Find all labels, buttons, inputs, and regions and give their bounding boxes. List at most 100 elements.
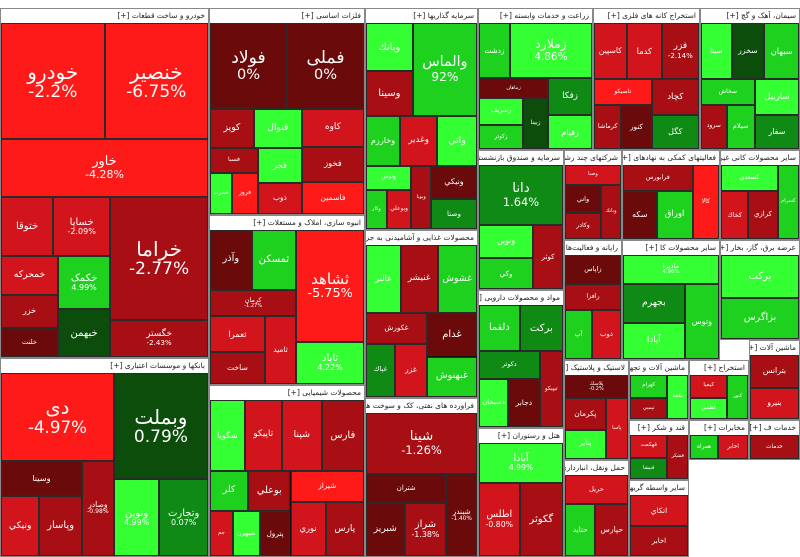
- stock-tile[interactable]: نوري: [290, 501, 326, 556]
- stock-tile[interactable]: فاسمين: [301, 181, 364, 214]
- sector-title[interactable]: مخابرات [+]: [690, 421, 748, 436]
- stock-tile[interactable]: كاسپين: [594, 23, 627, 80]
- stock-tile[interactable]: خساپا -2.09%: [53, 196, 111, 256]
- stock-tile[interactable]: پتاير: [565, 429, 606, 459]
- stock-tile[interactable]: شبريز: [366, 503, 405, 556]
- stock-tile[interactable]: والماس 92%: [412, 23, 477, 117]
- stock-tile[interactable]: كسرام: [777, 165, 799, 239]
- stock-tile[interactable]: وتوس: [684, 283, 719, 359]
- stock-tile[interactable]: خمحركه: [1, 255, 58, 295]
- stock-tile[interactable]: قنيشا: [630, 457, 668, 479]
- sector-title[interactable]: انبوه سازی، املاک و مستغلات [+]: [210, 216, 364, 231]
- stock-tile[interactable]: فروز: [232, 173, 258, 214]
- stock-tile[interactable]: كالا: [692, 165, 719, 239]
- stock-tile[interactable]: تپمپي: [630, 397, 668, 419]
- sector-title[interactable]: حمل ونقل، انبارداری [+]: [565, 461, 628, 476]
- stock-tile[interactable]: كوثر: [533, 225, 563, 289]
- stock-tile[interactable]: آپادا: [623, 322, 685, 359]
- stock-tile[interactable]: فسرب: [210, 173, 233, 214]
- stock-tile[interactable]: غپاك: [366, 343, 395, 397]
- stock-tile[interactable]: وسينا: [1, 461, 82, 496]
- stock-tile[interactable]: دجابر: [508, 378, 540, 427]
- stock-tile[interactable]: سبهان: [764, 23, 799, 80]
- stock-tile[interactable]: خنصير -6.75%: [104, 23, 208, 139]
- stock-tile[interactable]: كنور: [621, 104, 652, 149]
- stock-tile[interactable]: شپنا: [281, 400, 322, 471]
- sector-title[interactable]: خودرو و ساخت قطعات [+]: [1, 9, 208, 24]
- stock-tile[interactable]: كرازي: [748, 191, 778, 239]
- sector-title[interactable]: ماشین آلات [+]: [750, 341, 799, 356]
- stock-tile[interactable]: ذوب: [592, 310, 621, 359]
- sector-title[interactable]: استخراج [+]: [690, 361, 748, 376]
- stock-tile[interactable]: غنيشر: [400, 245, 438, 313]
- stock-tile[interactable]: وسينا: [366, 71, 413, 117]
- stock-tile[interactable]: دسبحان: [479, 378, 509, 427]
- stock-tile[interactable]: بجهرم: [623, 283, 685, 323]
- sector-title[interactable]: سیمان، آهک و گچ [+]: [701, 9, 799, 24]
- stock-tile[interactable]: وخارزم: [366, 116, 401, 166]
- stock-tile[interactable]: كاوه: [301, 109, 364, 147]
- stock-tile[interactable]: كخاك: [721, 191, 749, 239]
- stock-tile[interactable]: گكوثر: [519, 483, 563, 556]
- stock-tile[interactable]: كگل: [651, 115, 699, 149]
- stock-tile[interactable]: فزر -2.14%: [661, 23, 699, 80]
- sector-title[interactable]: سایر محصولات کا [+]: [623, 241, 719, 256]
- stock-tile[interactable]: دكوثر: [479, 351, 540, 379]
- stock-tile[interactable]: ساخت: [210, 351, 265, 384]
- stock-tile[interactable]: فملی 0%: [287, 23, 364, 110]
- stock-tile[interactable]: پاسا: [605, 398, 628, 459]
- stock-tile[interactable]: سفار: [754, 115, 799, 149]
- stock-tile[interactable]: بركت: [519, 305, 563, 352]
- stock-tile[interactable]: وبوعلي: [386, 189, 412, 229]
- stock-tile[interactable]: شگويا: [210, 400, 245, 471]
- stock-tile[interactable]: وصادر -0.98%: [81, 461, 114, 556]
- stock-tile[interactable]: حپارس: [595, 503, 628, 556]
- stock-tile[interactable]: وكار: [366, 189, 387, 229]
- stock-tile[interactable]: بركت: [721, 255, 799, 299]
- stock-tile[interactable]: غكورش: [366, 312, 427, 344]
- stock-tile[interactable]: كنور: [727, 375, 748, 419]
- stock-tile[interactable]: همراه: [690, 435, 719, 459]
- sector-title[interactable]: زراعت و خدمات وابسته [+]: [479, 9, 592, 24]
- stock-tile[interactable]: زكوثر: [479, 124, 523, 149]
- stock-tile[interactable]: غشوش: [437, 245, 477, 313]
- stock-tile[interactable]: وكادر: [565, 213, 602, 239]
- stock-tile[interactable]: اتكاي: [630, 495, 688, 527]
- stock-tile[interactable]: وآذر: [210, 230, 252, 290]
- stock-tile[interactable]: خکمک 4.99%: [57, 255, 111, 310]
- stock-tile[interactable]: تاپيكو: [244, 400, 282, 471]
- sector-title[interactable]: عرضه برق، گاز، بخار [+]: [721, 241, 799, 256]
- stock-tile[interactable]: خبهمن: [57, 309, 111, 357]
- stock-tile[interactable]: تيپيكو: [539, 351, 563, 427]
- stock-tile[interactable]: اخابر: [718, 435, 748, 459]
- sector-title[interactable]: هتل و رستوران [+]: [479, 429, 563, 444]
- stock-tile[interactable]: قشكر: [667, 435, 688, 479]
- stock-tile[interactable]: خراما -2.77%: [110, 196, 208, 320]
- stock-tile[interactable]: زقيام: [548, 114, 592, 149]
- stock-tile[interactable]: اطلس -0.80%: [479, 483, 520, 556]
- sector-title[interactable]: فلزات اساسی [+]: [210, 9, 364, 24]
- stock-tile[interactable]: ثامید: [264, 316, 297, 384]
- stock-tile[interactable]: كرمان -1.27%: [210, 289, 297, 317]
- stock-tile[interactable]: ونيكي: [430, 165, 477, 199]
- stock-tile[interactable]: وبملت 0.79%: [113, 373, 208, 479]
- stock-tile[interactable]: غالبر: [366, 245, 401, 313]
- stock-tile[interactable]: زفكا: [548, 78, 592, 115]
- sector-title[interactable]: سایر واسطه گریهای [+]: [630, 481, 688, 496]
- stock-tile[interactable]: زماهان: [479, 78, 549, 99]
- stock-tile[interactable]: شبندر -1.40%: [446, 473, 477, 556]
- stock-tile[interactable]: فارس: [321, 400, 364, 471]
- sector-title[interactable]: فراورده های نفتی، کک و سوخت هسته ای [+]: [366, 399, 477, 414]
- stock-tile[interactable]: واتي: [437, 116, 477, 166]
- stock-tile[interactable]: مادیرا 4.96%: [623, 255, 719, 284]
- stock-tile[interactable]: فجر: [257, 147, 302, 183]
- stock-tile[interactable]: شيراز: [290, 470, 364, 502]
- stock-tile[interactable]: ثشاهد -5.75%: [296, 230, 364, 342]
- stock-tile[interactable]: حتاید: [565, 503, 596, 556]
- stock-tile[interactable]: وكي: [479, 258, 534, 289]
- stock-tile[interactable]: دانا 1.64%: [479, 165, 563, 226]
- stock-tile[interactable]: فسبا: [210, 147, 258, 174]
- stock-tile[interactable]: پارس: [325, 501, 364, 556]
- stock-tile[interactable]: حریل: [565, 475, 628, 504]
- stock-tile[interactable]: سکه: [623, 191, 657, 239]
